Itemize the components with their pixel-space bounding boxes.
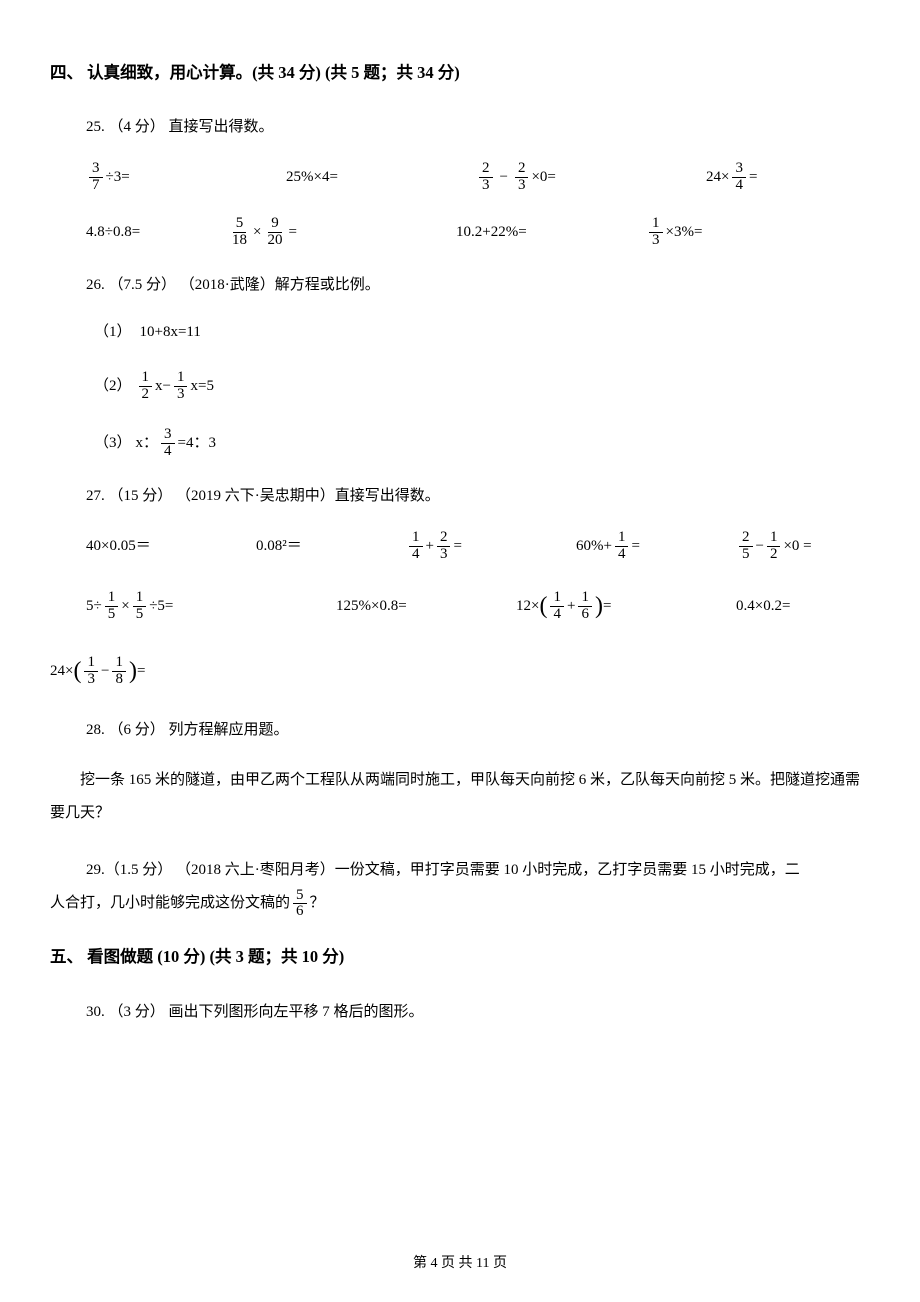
fraction-1-5b: 15 xyxy=(133,590,147,623)
q25-prompt: 25. （4 分） 直接写出得数。 xyxy=(86,114,870,141)
q27-r2a: 5÷ 15 × 15 ÷5= xyxy=(86,590,336,623)
q25-r2d: 13 ×3%= xyxy=(646,216,702,249)
q25-r1c: 23 − 23 ×0= xyxy=(476,161,706,194)
q27-r3: 24× ( 13 − 18 ) = xyxy=(50,650,145,693)
q27-r2d: 0.4×0.2= xyxy=(736,593,790,620)
fraction-2-3a: 23 xyxy=(479,161,493,194)
q29-line2: 人合打，几小时能够完成这份文稿的 56 ？ xyxy=(50,887,870,920)
q27-r1c: 14 + 23 = xyxy=(406,530,576,563)
q28-prompt: 28. （6 分） 列方程解应用题。 xyxy=(86,717,870,744)
q27-r2b: 125%×0.8= xyxy=(336,593,516,620)
q30-prompt: 30. （3 分） 画出下列图形向左平移 7 格后的图形。 xyxy=(86,999,870,1026)
q29-line1: 29.（1.5 分） （2018 六上·枣阳月考）一份文稿，甲打字员需要 10 … xyxy=(50,854,870,887)
fraction-1-4: 14 xyxy=(409,530,423,563)
question-26: 26. （7.5 分） （2018·武隆）解方程或比例。 （1） 10+8x=1… xyxy=(50,272,870,459)
fraction-2-3b: 23 xyxy=(515,161,529,194)
q25-r1a: 37 ÷3= xyxy=(86,161,286,194)
fraction-1-2b: 12 xyxy=(767,530,781,563)
q26-item1: （1） 10+8x=11 xyxy=(86,319,870,346)
fraction-1-2: 12 xyxy=(139,370,153,403)
fraction-2-3c: 23 xyxy=(437,530,451,563)
section-5-header: 五、 看图做题 (10 分) (共 3 题；共 10 分) xyxy=(50,944,870,970)
fraction-1-4c: 14 xyxy=(550,590,564,623)
q26-item3: （3） x： 34 =4：3 xyxy=(86,427,870,460)
q25-r1b: 25%×4= xyxy=(286,164,476,191)
q28-body: 挖一条 165 米的隧道，由甲乙两个工程队从两端同时施工，甲队每天向前挖 6 米… xyxy=(50,764,870,830)
q26-item2: （2） 12 x− 13 x=5 xyxy=(86,370,870,403)
fraction-1-4b: 14 xyxy=(615,530,629,563)
q27-r1e: 25 − 12 ×0 = xyxy=(736,530,812,563)
q25-r2b: 518 × 920 = xyxy=(226,216,456,249)
fraction-1-8: 18 xyxy=(112,655,126,688)
q26-prompt: 26. （7.5 分） （2018·武隆）解方程或比例。 xyxy=(86,272,870,299)
q27-r1d: 60%+ 14 = xyxy=(576,530,736,563)
fraction-5-18: 518 xyxy=(229,216,250,249)
fraction-1-5: 15 xyxy=(105,590,119,623)
q27-r1a: 40×0.05＝ xyxy=(86,533,256,560)
fraction-1-3: 13 xyxy=(649,216,663,249)
q27-r2c: 12× ( 14 + 16 ) = xyxy=(516,585,736,628)
q27-prompt: 27. （15 分） （2019 六下·吴忠期中）直接写出得数。 xyxy=(86,483,870,510)
fraction-3-7: 37 xyxy=(89,161,103,194)
fraction-1-3b: 13 xyxy=(174,370,188,403)
fraction-5-6: 56 xyxy=(293,888,307,921)
q25-r2c: 10.2+22%= xyxy=(456,219,646,246)
q25-r1d: 24× 34 = xyxy=(706,161,757,194)
q27-row3: 24× ( 13 − 18 ) = xyxy=(50,650,870,693)
fraction-9-20: 920 xyxy=(264,216,285,249)
fraction-2-5: 25 xyxy=(739,530,753,563)
question-27: 27. （15 分） （2019 六下·吴忠期中）直接写出得数。 40×0.05… xyxy=(50,483,870,693)
question-28: 28. （6 分） 列方程解应用题。 挖一条 165 米的隧道，由甲乙两个工程队… xyxy=(50,717,870,830)
question-25: 25. （4 分） 直接写出得数。 37 ÷3= 25%×4= 23 − 23 … xyxy=(50,114,870,248)
q27-row2: 5÷ 15 × 15 ÷5= 125%×0.8= 12× ( 14 + 16 )… xyxy=(86,585,870,628)
fraction-3-4b: 34 xyxy=(161,427,175,460)
page-footer: 第 4 页 共 11 页 xyxy=(0,1252,920,1272)
section-4-header: 四、 认真细致，用心计算。(共 34 分) (共 5 题；共 34 分) xyxy=(50,60,870,86)
question-30: 30. （3 分） 画出下列图形向左平移 7 格后的图形。 xyxy=(50,999,870,1026)
q26-subitems: （1） 10+8x=11 （2） 12 x− 13 x=5 （3） x： 34 … xyxy=(86,319,870,459)
question-29: 29.（1.5 分） （2018 六上·枣阳月考）一份文稿，甲打字员需要 10 … xyxy=(50,854,870,920)
q25-row1: 37 ÷3= 25%×4= 23 − 23 ×0= 24× 34 = xyxy=(86,161,870,194)
q25-row2: 4.8÷0.8= 518 × 920 = 10.2+22%= 13 ×3%= xyxy=(86,216,870,249)
q25-r2a: 4.8÷0.8= xyxy=(86,219,226,246)
fraction-3-4: 34 xyxy=(732,161,746,194)
fraction-1-3c: 13 xyxy=(84,655,98,688)
q27-r1b: 0.08²＝ xyxy=(256,533,406,560)
q27-row1: 40×0.05＝ 0.08²＝ 14 + 23 = 60%+ 14 = 25 −… xyxy=(86,530,870,563)
fraction-1-6: 16 xyxy=(578,590,592,623)
